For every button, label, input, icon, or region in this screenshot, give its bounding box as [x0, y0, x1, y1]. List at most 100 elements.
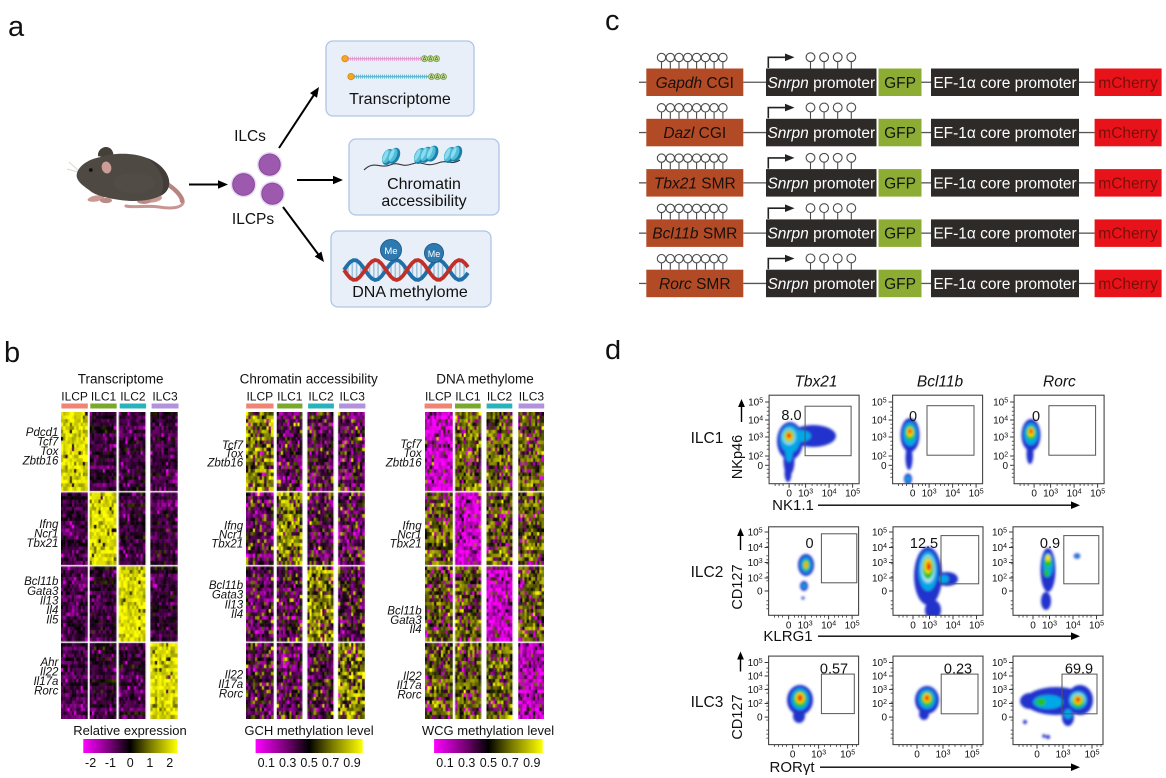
svg-text:mCherry: mCherry	[1098, 125, 1158, 142]
svg-text:Ncr1: Ncr1	[219, 530, 243, 542]
svg-text:ILC1: ILC1	[277, 390, 303, 404]
svg-text:104: 104	[872, 416, 887, 427]
svg-text:Transcriptome: Transcriptome	[78, 372, 164, 387]
svg-text:105: 105	[992, 658, 1007, 669]
svg-text:0: 0	[1034, 750, 1040, 761]
svg-text:0.7: 0.7	[501, 756, 518, 770]
svg-text:0: 0	[910, 620, 916, 631]
svg-text:105: 105	[1089, 620, 1104, 631]
svg-text:Gata3: Gata3	[27, 586, 59, 598]
svg-text:103: 103	[748, 558, 763, 569]
svg-text:102: 102	[992, 699, 1007, 710]
svg-text:Rorc: Rorc	[34, 686, 59, 698]
svg-text:Ahr: Ahr	[39, 657, 59, 669]
svg-text:EF-1α core promoter: EF-1α core promoter	[933, 226, 1076, 243]
svg-text:0: 0	[758, 461, 764, 472]
svg-text:0: 0	[1032, 409, 1040, 425]
svg-text:GCH methylation level: GCH methylation level	[244, 723, 373, 738]
svg-text:104: 104	[945, 489, 960, 500]
svg-text:0: 0	[1030, 620, 1036, 631]
svg-text:105: 105	[872, 398, 887, 409]
svg-text:A: A	[429, 57, 433, 63]
svg-text:105: 105	[845, 620, 860, 631]
svg-text:Tcf7: Tcf7	[222, 440, 244, 452]
svg-text:12.5: 12.5	[910, 536, 938, 552]
svg-text:105: 105	[992, 528, 1007, 539]
svg-text:ILC2: ILC2	[120, 390, 146, 404]
svg-text:105: 105	[872, 528, 887, 539]
svg-text:8.0: 8.0	[781, 408, 801, 424]
svg-text:103: 103	[935, 750, 950, 761]
svg-text:GFP: GFP	[884, 175, 916, 192]
svg-text:GFP: GFP	[884, 125, 916, 142]
svg-text:Il13: Il13	[40, 596, 59, 608]
svg-text:0: 0	[790, 750, 796, 761]
svg-text:103: 103	[1043, 489, 1058, 500]
svg-text:0: 0	[881, 587, 887, 598]
svg-text:105: 105	[1084, 750, 1099, 761]
svg-text:0.7: 0.7	[322, 756, 339, 770]
svg-text:Snrpn promoter: Snrpn promoter	[767, 226, 875, 243]
svg-text:103: 103	[798, 620, 813, 631]
svg-text:105: 105	[969, 489, 984, 500]
svg-text:d: d	[605, 340, 621, 366]
svg-text:mCherry: mCherry	[1098, 276, 1158, 293]
svg-text:Chromatin: Chromatin	[387, 176, 461, 193]
svg-text:GFP: GFP	[884, 75, 916, 92]
svg-text:ILC1: ILC1	[91, 390, 117, 404]
svg-text:104: 104	[992, 672, 1007, 683]
svg-text:0.9: 0.9	[343, 756, 360, 770]
svg-text:Tox: Tox	[225, 449, 244, 461]
svg-text:103: 103	[922, 620, 937, 631]
svg-text:ILCP: ILCP	[425, 390, 452, 404]
svg-text:a: a	[8, 11, 25, 43]
svg-text:102: 102	[748, 574, 763, 585]
svg-text:103: 103	[748, 433, 763, 444]
svg-text:KLRG1: KLRG1	[763, 628, 812, 645]
svg-text:Snrpn promoter: Snrpn promoter	[767, 175, 875, 192]
svg-text:Rorc: Rorc	[397, 690, 422, 702]
svg-text:Ifng: Ifng	[224, 521, 244, 533]
svg-text:103: 103	[1055, 750, 1070, 761]
svg-text:104: 104	[945, 620, 960, 631]
svg-text:WCG methylation level: WCG methylation level	[422, 723, 554, 738]
svg-text:103: 103	[992, 685, 1007, 696]
svg-text:DNA methylome: DNA methylome	[352, 284, 468, 301]
svg-text:Ncr1: Ncr1	[397, 530, 421, 542]
svg-text:104: 104	[822, 489, 837, 500]
svg-text:103: 103	[811, 750, 826, 761]
svg-text:Tox: Tox	[403, 448, 422, 460]
svg-text:ILCP: ILCP	[246, 390, 273, 404]
svg-text:Gata3: Gata3	[390, 615, 422, 627]
svg-text:Tbx21: Tbx21	[390, 539, 422, 551]
svg-text:Il5: Il5	[46, 615, 59, 627]
svg-text:EF-1α core promoter: EF-1α core promoter	[933, 175, 1076, 192]
svg-text:Il22: Il22	[403, 671, 422, 683]
svg-text:DNA methylome: DNA methylome	[436, 372, 534, 387]
svg-text:0: 0	[914, 750, 920, 761]
svg-text:Bcl11b: Bcl11b	[209, 580, 244, 592]
svg-text:0.23: 0.23	[944, 662, 972, 678]
svg-text:Pdcd1: Pdcd1	[26, 427, 59, 439]
svg-text:ILC1: ILC1	[455, 390, 481, 404]
svg-text:Snrpn promoter: Snrpn promoter	[767, 75, 875, 92]
svg-text:0: 0	[1031, 489, 1037, 500]
svg-text:105: 105	[845, 489, 860, 500]
svg-text:accessibility: accessibility	[381, 193, 466, 210]
svg-text:Il4: Il4	[409, 624, 421, 636]
svg-text:ILC3: ILC3	[691, 694, 724, 711]
svg-text:102: 102	[872, 452, 887, 463]
svg-text:Tbx21: Tbx21	[211, 539, 243, 551]
svg-text:0.3: 0.3	[458, 756, 475, 770]
svg-text:mCherry: mCherry	[1098, 175, 1158, 192]
svg-text:102: 102	[748, 699, 763, 710]
svg-text:EF-1α core promoter: EF-1α core promoter	[933, 75, 1076, 92]
svg-text:0: 0	[881, 713, 887, 724]
svg-text:Ifng: Ifng	[39, 519, 59, 531]
svg-text:69.9: 69.9	[1065, 662, 1093, 678]
svg-text:0.1: 0.1	[258, 756, 275, 770]
svg-text:2: 2	[166, 756, 173, 770]
svg-text:ILCs: ILCs	[234, 128, 266, 145]
svg-text:Rorc: Rorc	[1043, 374, 1076, 391]
svg-text:105: 105	[748, 528, 763, 539]
